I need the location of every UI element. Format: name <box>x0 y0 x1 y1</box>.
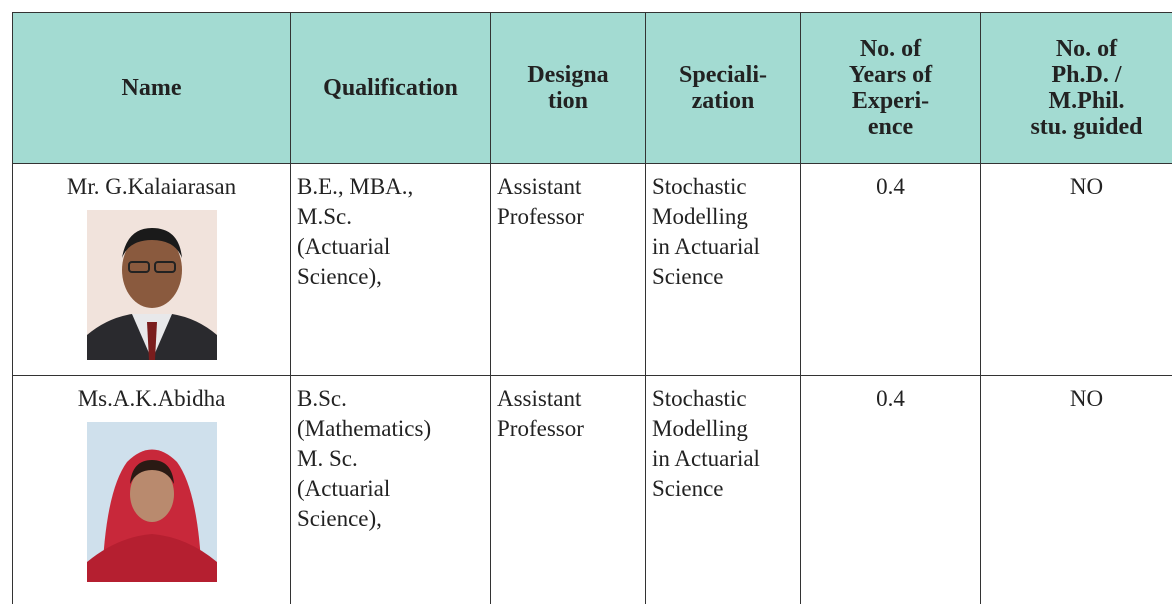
table-cell: 0.4 <box>801 376 981 604</box>
table-cell: 0.4 <box>801 164 981 376</box>
text-line: (Actuarial <box>297 474 484 504</box>
text-line: NO <box>987 384 1172 414</box>
table-cell: Ms.A.K.Abidha <box>13 376 291 604</box>
text-line: No. of <box>805 36 976 62</box>
text-line: M.Sc. <box>297 202 484 232</box>
text-line: Modelling <box>652 414 794 444</box>
text-line: Mr. G.Kalaiarasan <box>19 172 284 202</box>
text-line: Professor <box>497 202 639 232</box>
text-line: 0.4 <box>807 384 974 414</box>
text-line: ence <box>805 114 976 140</box>
table-cell: Mr. G.Kalaiarasan <box>13 164 291 376</box>
table-row: Ms.A.K.Abidha B.Sc.(Mathematics)M. Sc.(A… <box>13 376 1172 604</box>
text-line: stu. guided <box>985 114 1172 140</box>
table-cell: NO <box>981 164 1172 376</box>
table-row: Mr. G.Kalaiarasan B.E., MBA.,M.Sc.(Actua… <box>13 164 1172 376</box>
text-line: (Actuarial <box>297 232 484 262</box>
text-line: tion <box>495 88 641 114</box>
text-line: Assistant <box>497 172 639 202</box>
column-header: Speciali-zation <box>646 13 801 164</box>
text-line: Science), <box>297 262 484 292</box>
text-line: Ms.A.K.Abidha <box>19 384 284 414</box>
text-line: zation <box>650 88 796 114</box>
text-line: Science <box>652 262 794 292</box>
text-line: NO <box>987 172 1172 202</box>
text-line: Ph.D. / <box>985 62 1172 88</box>
column-header: Name <box>13 13 291 164</box>
photo <box>87 422 217 582</box>
text-line: in Actuarial <box>652 444 794 474</box>
text-line: Science), <box>297 504 484 534</box>
text-line: Experi- <box>805 88 976 114</box>
text-line: Stochastic <box>652 384 794 414</box>
column-header: Qualification <box>291 13 491 164</box>
text-line: Professor <box>497 414 639 444</box>
text-line: in Actuarial <box>652 232 794 262</box>
text-line: Designa <box>495 62 641 88</box>
text-line: M. Sc. <box>297 444 484 474</box>
text-line: Qualification <box>295 75 486 101</box>
text-line: B.Sc. <box>297 384 484 414</box>
text-line: Assistant <box>497 384 639 414</box>
text-line: No. of <box>985 36 1172 62</box>
text-line: Science <box>652 474 794 504</box>
photo <box>87 210 217 360</box>
text-line: Speciali- <box>650 62 796 88</box>
text-line: M.Phil. <box>985 88 1172 114</box>
text-line: Name <box>17 75 286 101</box>
table-cell: NO <box>981 376 1172 604</box>
text-line: Modelling <box>652 202 794 232</box>
text-line: Stochastic <box>652 172 794 202</box>
text-line: (Mathematics) <box>297 414 484 444</box>
text-line: 0.4 <box>807 172 974 202</box>
text-line: Years of <box>805 62 976 88</box>
text-line: B.E., MBA., <box>297 172 484 202</box>
